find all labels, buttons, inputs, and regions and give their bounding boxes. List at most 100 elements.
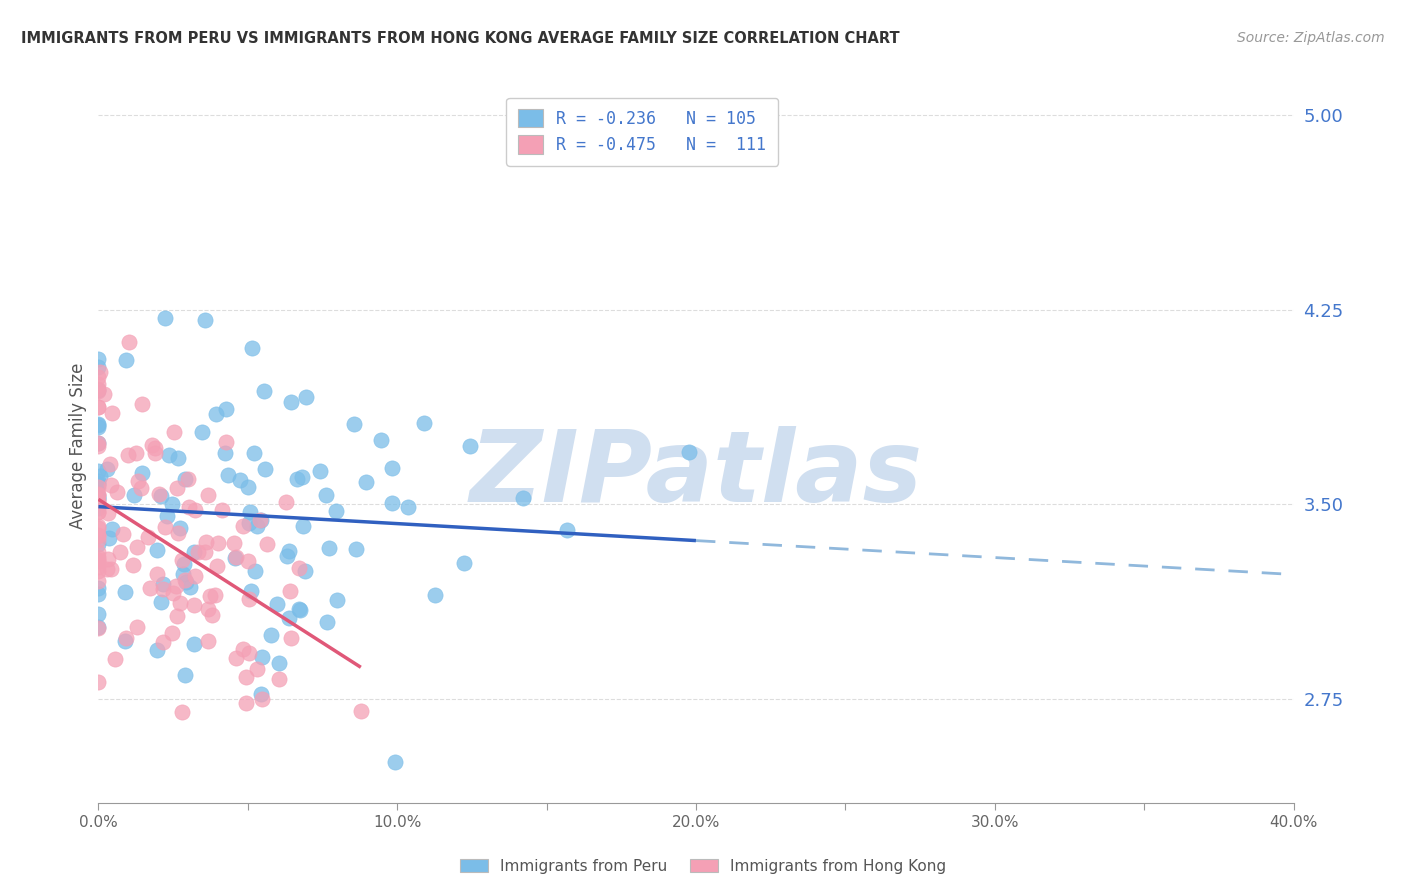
Point [93,387,115,401]
Point [87,533,110,547]
Point [87,419,110,434]
Point [172,706,194,720]
Point [122,488,145,502]
Point [96,561,118,575]
Point [678,445,700,459]
Point [512,491,534,505]
Point [87,564,110,578]
Point [87,582,110,596]
Point [215,434,238,449]
Point [187,545,209,559]
Point [100,477,122,491]
Point [246,662,269,676]
Point [166,609,188,624]
Point [169,520,191,534]
Point [127,474,149,488]
Point [278,583,301,598]
Point [256,537,278,551]
Point [162,425,184,439]
Point [274,495,297,509]
Point [292,519,315,533]
Point [167,450,190,465]
Point [87,493,110,508]
Point [87,377,110,392]
Point [131,397,153,411]
Point [87,384,110,398]
Point [240,584,263,599]
Point [225,550,247,565]
Point [87,521,110,535]
Point [87,480,110,494]
Point [165,579,187,593]
Point [143,442,166,456]
Point [276,549,298,564]
Point [114,585,136,599]
Point [190,425,212,439]
Point [160,497,183,511]
Point [87,587,110,601]
Point [229,473,252,487]
Point [110,545,132,559]
Point [217,468,239,483]
Point [87,382,110,396]
Point [278,611,301,625]
Point [172,566,194,581]
Point [89,365,111,379]
Point [194,313,217,327]
Point [87,505,110,519]
Y-axis label: Average Family Size: Average Family Size [69,363,87,529]
Point [87,495,110,509]
Point [197,487,219,501]
Point [316,615,339,629]
Point [87,574,110,589]
Point [207,536,229,550]
Point [87,464,110,478]
Point [157,449,180,463]
Point [174,574,197,589]
Point [253,384,276,399]
Legend: R = -0.236   N = 105, R = -0.475   N =  111: R = -0.236 N = 105, R = -0.475 N = 111 [506,97,778,166]
Point [87,607,110,621]
Point [114,631,136,645]
Point [87,476,110,491]
Point [146,543,169,558]
Point [87,499,110,513]
Point [235,696,257,710]
Point [143,446,166,460]
Point [117,448,139,462]
Point [238,516,260,531]
Point [253,462,276,476]
Point [87,477,110,491]
Point [87,491,110,506]
Point [97,552,120,566]
Legend: Immigrants from Peru, Immigrants from Hong Kong: Immigrants from Peru, Immigrants from Ho… [454,853,952,880]
Point [87,384,110,398]
Point [129,481,152,495]
Point [238,591,260,606]
Point [250,650,273,665]
Point [205,407,228,421]
Point [162,586,184,600]
Point [222,536,245,550]
Point [176,472,198,486]
Point [179,580,201,594]
Point [87,439,110,453]
Point [148,486,170,500]
Point [89,468,111,483]
Point [290,603,312,617]
Point [294,564,316,578]
Text: ZIPatlas: ZIPatlas [470,426,922,523]
Point [250,687,273,701]
Point [139,582,162,596]
Point [183,544,205,558]
Point [198,590,221,604]
Point [194,545,217,559]
Point [350,704,373,718]
Point [122,558,145,572]
Point [131,466,153,480]
Point [370,433,392,447]
Point [224,551,246,566]
Point [87,621,110,635]
Point [87,675,110,690]
Point [174,472,197,486]
